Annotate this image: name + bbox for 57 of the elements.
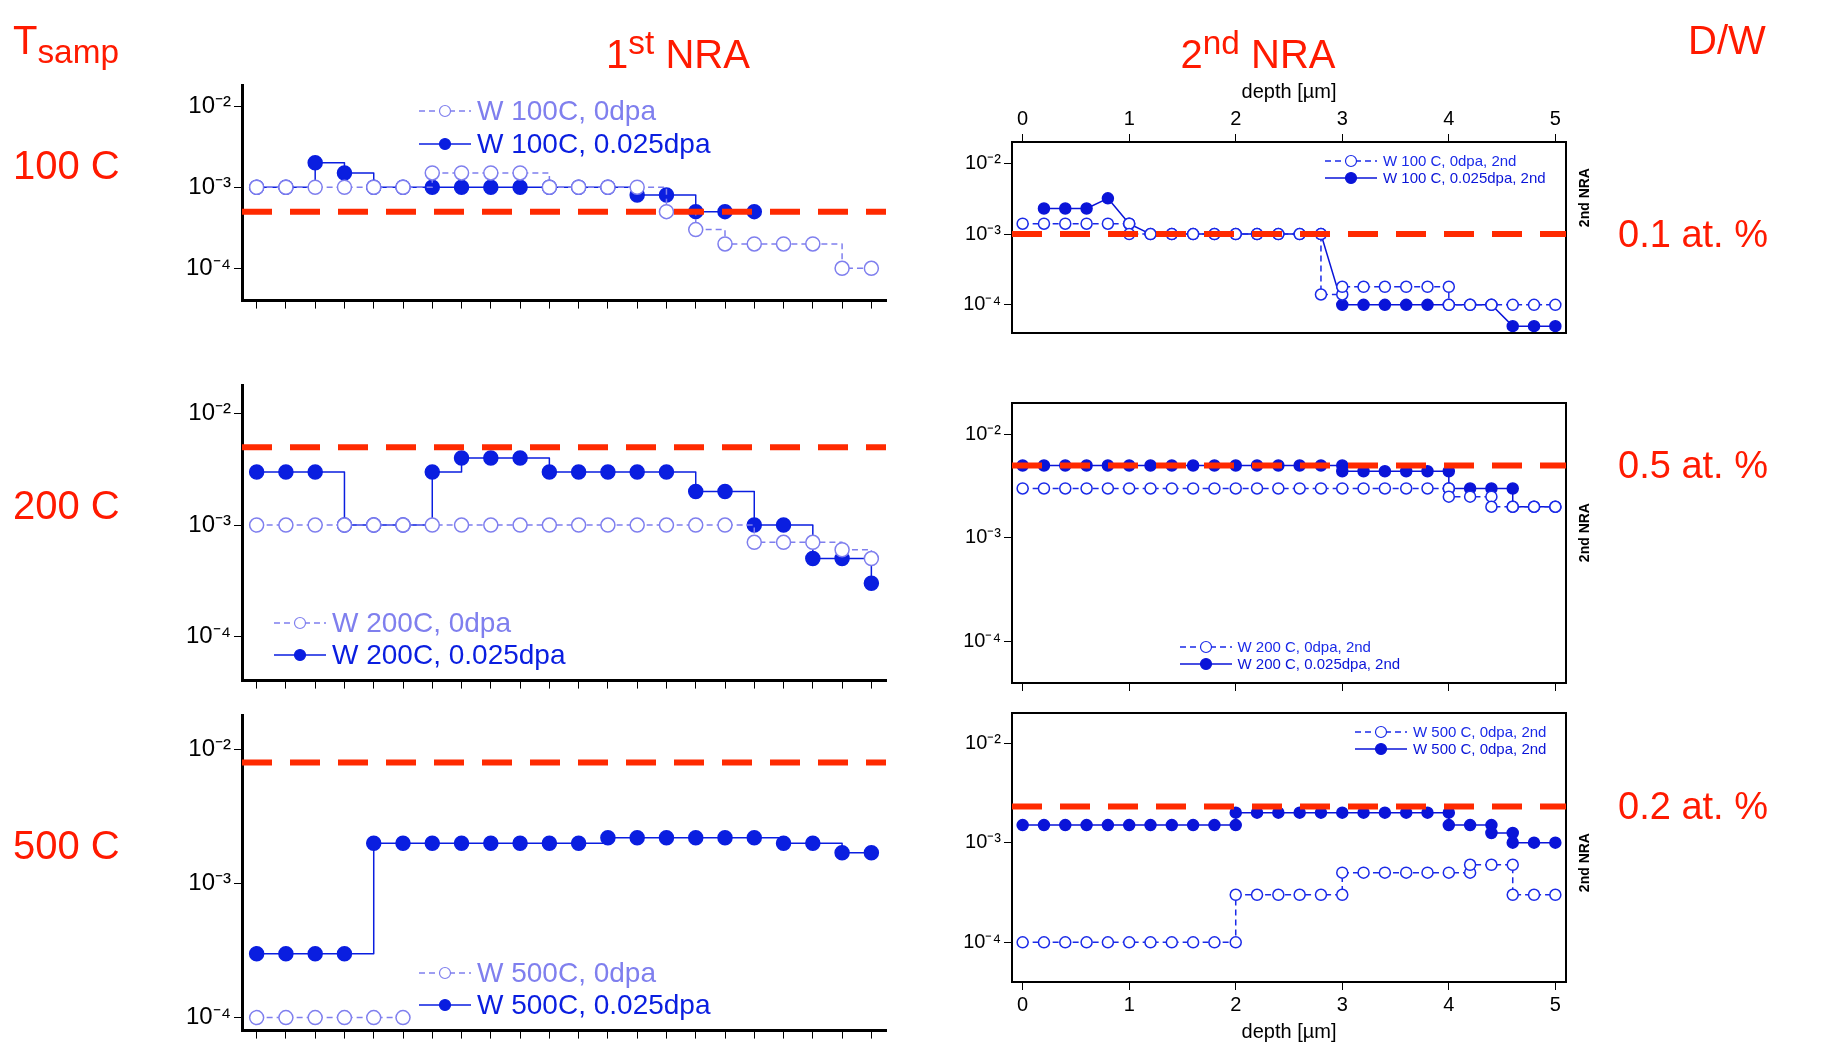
y-tick-label: 10⁻²: [965, 150, 1002, 173]
y-tick-label: 10⁻³: [188, 171, 232, 199]
y-tick-label: 10⁻²: [965, 421, 1002, 444]
text: 200 C: [13, 483, 121, 528]
legend-label: W 500C, 0.025dpa: [477, 988, 711, 1021]
x-tick-label: 1: [1123, 992, 1135, 1015]
legend-label: W 100C, 0.025dpa: [477, 127, 711, 160]
y-tick-label: 10⁻⁴: [963, 292, 1001, 315]
y-tick-label: 10⁻²: [188, 734, 232, 762]
legend-label: W 500 C, 0dpa, 2nd: [1413, 723, 1547, 741]
legend-label: W 200C, 0.025dpa: [332, 638, 566, 671]
legend-label: W 100C, 0dpa: [477, 95, 656, 128]
x-tick-label: 0: [1017, 992, 1029, 1015]
x-tick-label: 2: [1230, 992, 1242, 1015]
y-tick-label: 10⁻⁴: [963, 929, 1001, 952]
legend-label: W 200 C, 0dpa, 2nd: [1237, 638, 1371, 656]
x-tick-label: 4: [1443, 106, 1455, 129]
ref-line-label: 0.1 at. %: [1618, 212, 1768, 256]
y-tick-label: 10⁻⁴: [963, 629, 1001, 652]
ref-line-label: 0.5 at. %: [1618, 443, 1768, 487]
text: D/W: [1688, 18, 1766, 63]
legend-label: W 100 C, 0.025dpa, 2nd: [1383, 169, 1546, 187]
x-axis-title: depth [µm]: [1241, 1019, 1337, 1042]
legend-label: W 500 C, 0dpa, 2nd: [1413, 740, 1547, 758]
x-tick-label: 0: [1017, 106, 1029, 129]
x-tick-label: 5: [1549, 106, 1561, 129]
x-tick-label: 3: [1336, 106, 1348, 129]
legend-label: W 200C, 0dpa: [332, 606, 511, 639]
text: 2nd NRA: [1576, 503, 1592, 563]
x-tick-label: 2: [1230, 106, 1242, 129]
text: 2nd NRA: [1576, 833, 1592, 893]
legend-label: W 100 C, 0dpa, 2nd: [1383, 152, 1517, 170]
y-tick-label: 10⁻⁴: [185, 1002, 231, 1030]
y-tick-label: 10⁻³: [965, 525, 1002, 548]
x-tick-label: 3: [1336, 992, 1348, 1015]
y-tick-label: 10⁻⁴: [185, 252, 231, 280]
y-tick-label: 10⁻³: [965, 221, 1002, 244]
x-axis-title: depth [µm]: [1241, 79, 1337, 102]
chart-title: 1$^{st}$ NRA: [605, 23, 751, 77]
text: 100 C: [13, 143, 121, 188]
y-tick-label: 10⁻²: [965, 730, 1002, 753]
y-tick-label: 10⁻⁴: [185, 620, 231, 648]
chart-title: 2$^{nd}$ NRA: [1179, 23, 1337, 77]
y-tick-label: 10⁻²: [188, 398, 232, 426]
ref-line-label: 0.2 at. %: [1618, 785, 1768, 829]
text: 2nd NRA: [1576, 168, 1592, 228]
legend-label: W 200 C, 0.025dpa, 2nd: [1237, 655, 1401, 673]
y-tick-label: 10⁻³: [188, 509, 232, 537]
legend-label: W 500C, 0dpa: [477, 956, 656, 989]
y-tick-label: 10⁻²: [188, 90, 232, 118]
y-tick-label: 10⁻³: [188, 868, 232, 896]
y-tick-label: 10⁻³: [965, 830, 1002, 853]
x-tick-label: 1: [1123, 106, 1135, 129]
text: T$_{samp}$: [13, 18, 120, 71]
x-tick-label: 5: [1549, 992, 1561, 1015]
x-tick-label: 4: [1443, 992, 1455, 1015]
text: 500 C: [13, 823, 121, 868]
